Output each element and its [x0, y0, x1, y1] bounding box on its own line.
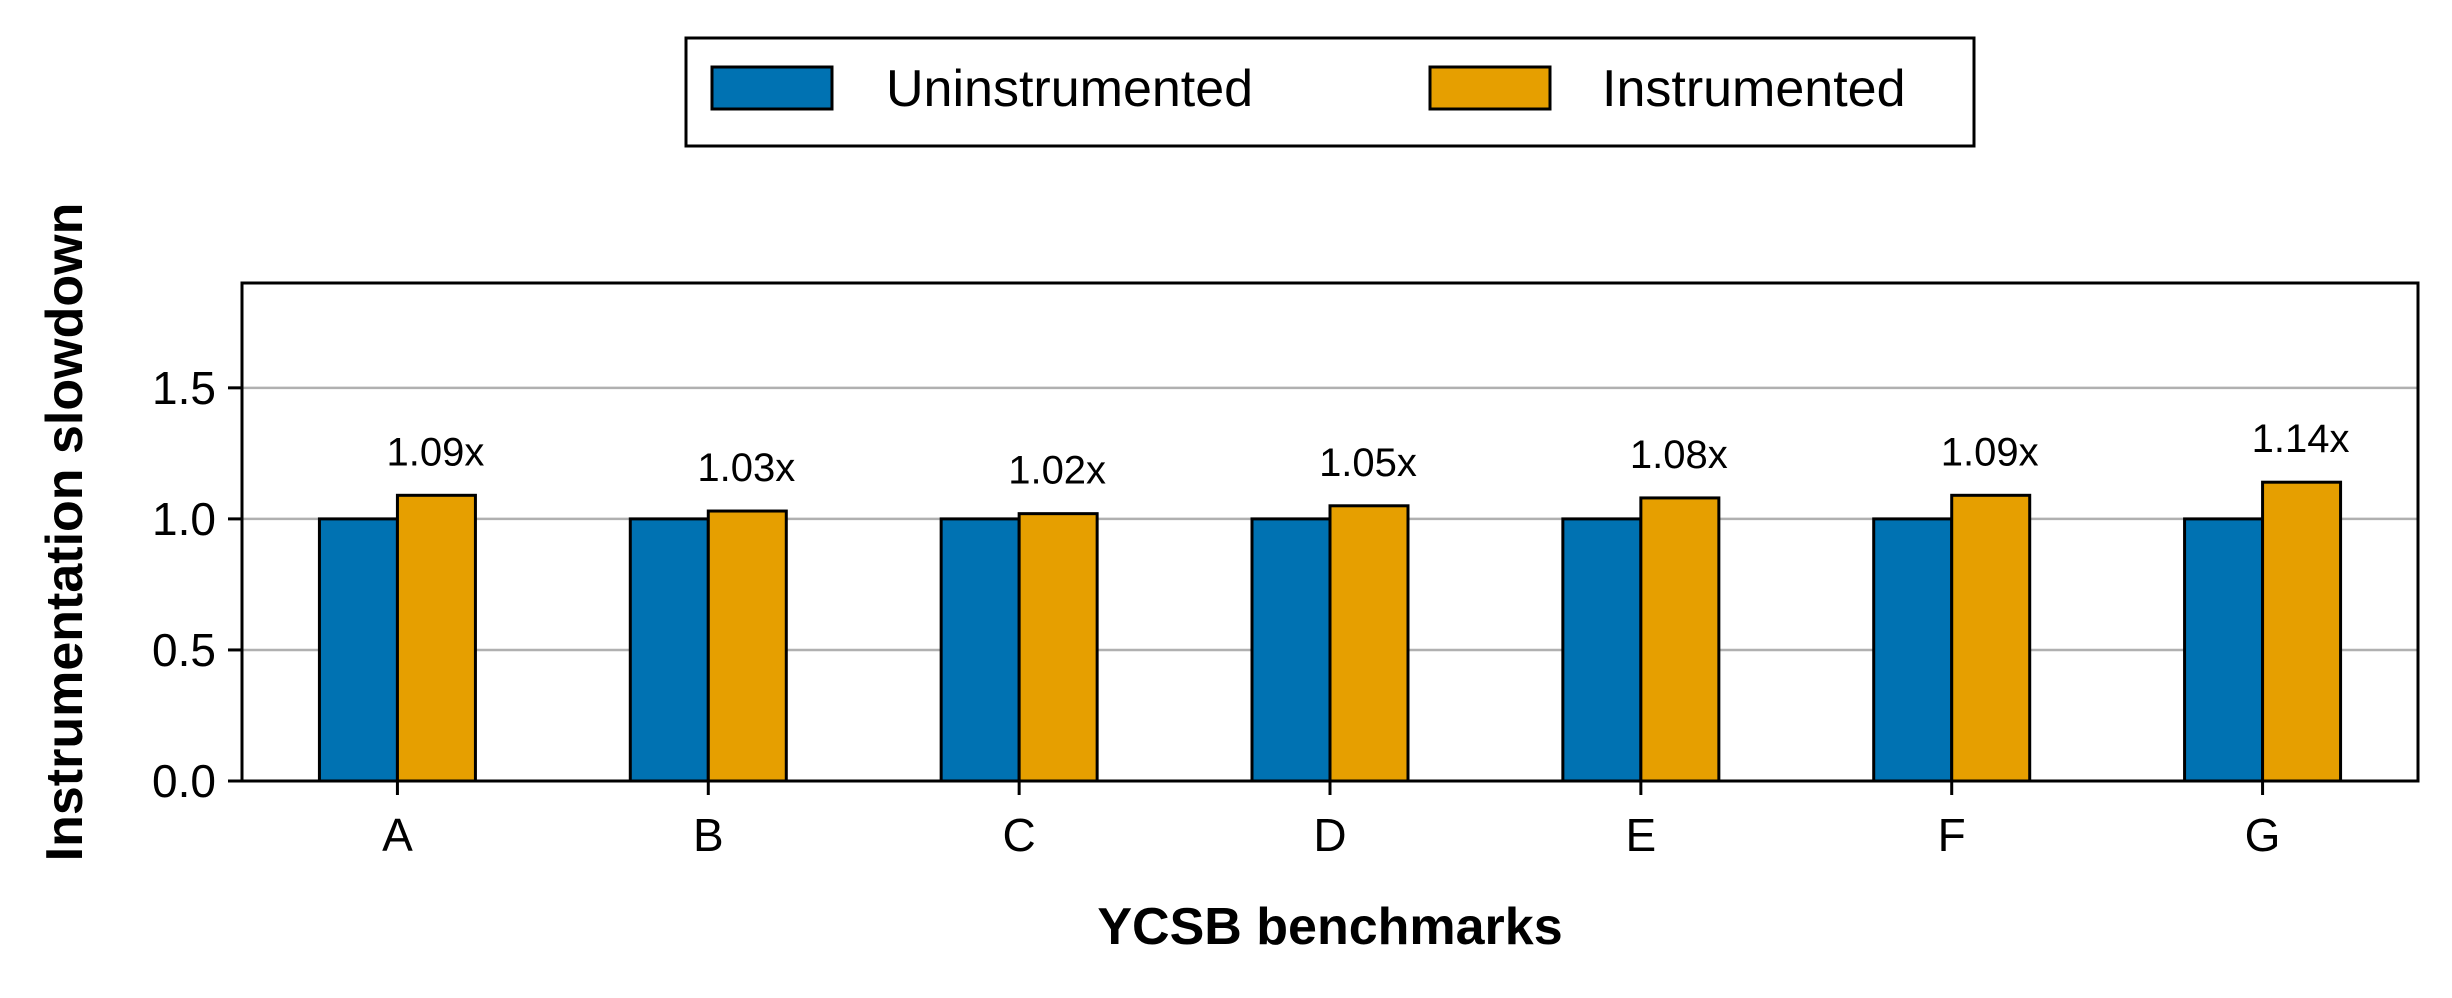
bar-instrumented-A	[395, 493, 477, 783]
data-label-B: 1.03x	[697, 446, 795, 490]
bar-instrumented-D	[1328, 504, 1410, 783]
x-tick-label: F	[1938, 809, 1966, 861]
bar-instrumented-F	[1950, 493, 2032, 783]
y-axis: 0.0 0.5 1.0 1.5	[152, 362, 242, 807]
legend-label-uninstrumented: Uninstrumented	[886, 60, 1253, 118]
y-axis-title: Instrumentation slowdown	[36, 203, 94, 862]
bar-uninstrumented-C	[939, 517, 1021, 783]
x-tick-label: C	[1003, 809, 1036, 861]
data-label-C: 1.02x	[1008, 449, 1106, 493]
bar-uninstrumented-D	[1250, 517, 1332, 783]
bar-instrumented-B	[706, 509, 788, 783]
bar-uninstrumented-B	[628, 517, 710, 783]
bar-instrumented-G	[2261, 480, 2343, 783]
data-labels: 1.09x 1.03x 1.02x 1.05x 1.08x 1.09x 1.14x	[386, 417, 2349, 492]
y-tick-label: 0.0	[152, 755, 216, 807]
bar-uninstrumented-F	[1872, 517, 1954, 783]
x-tick-label: B	[693, 809, 724, 861]
data-label-D: 1.05x	[1319, 441, 1417, 485]
legend-swatch-instrumented	[1428, 65, 1552, 111]
bars	[317, 480, 2343, 783]
legend: Uninstrumented Instrumented	[684, 36, 1976, 148]
x-tick-label: E	[1626, 809, 1657, 861]
x-tick-label: A	[382, 809, 413, 861]
bar-uninstrumented-A	[317, 517, 399, 783]
data-label-E: 1.08x	[1630, 433, 1728, 477]
legend-label-instrumented: Instrumented	[1602, 60, 1906, 118]
y-tick-label: 0.5	[152, 624, 216, 676]
x-axis-title: YCSB benchmarks	[1097, 898, 1562, 956]
bar-instrumented-E	[1639, 496, 1721, 783]
bar-uninstrumented-E	[1561, 517, 1643, 783]
x-axis: A B C D E F G	[382, 781, 2280, 861]
x-tick-label: D	[1313, 809, 1346, 861]
legend-frame	[684, 36, 1976, 148]
data-label-A: 1.09x	[386, 430, 484, 474]
data-label-F: 1.09x	[1941, 430, 2039, 474]
y-tick-label: 1.0	[152, 493, 216, 545]
legend-swatch-uninstrumented	[710, 65, 834, 111]
y-tick-label: 1.5	[152, 362, 216, 414]
data-label-G: 1.14x	[2252, 417, 2350, 461]
x-tick-label: G	[2245, 809, 2281, 861]
bar-instrumented-C	[1017, 512, 1099, 783]
bar-uninstrumented-G	[2183, 517, 2265, 783]
